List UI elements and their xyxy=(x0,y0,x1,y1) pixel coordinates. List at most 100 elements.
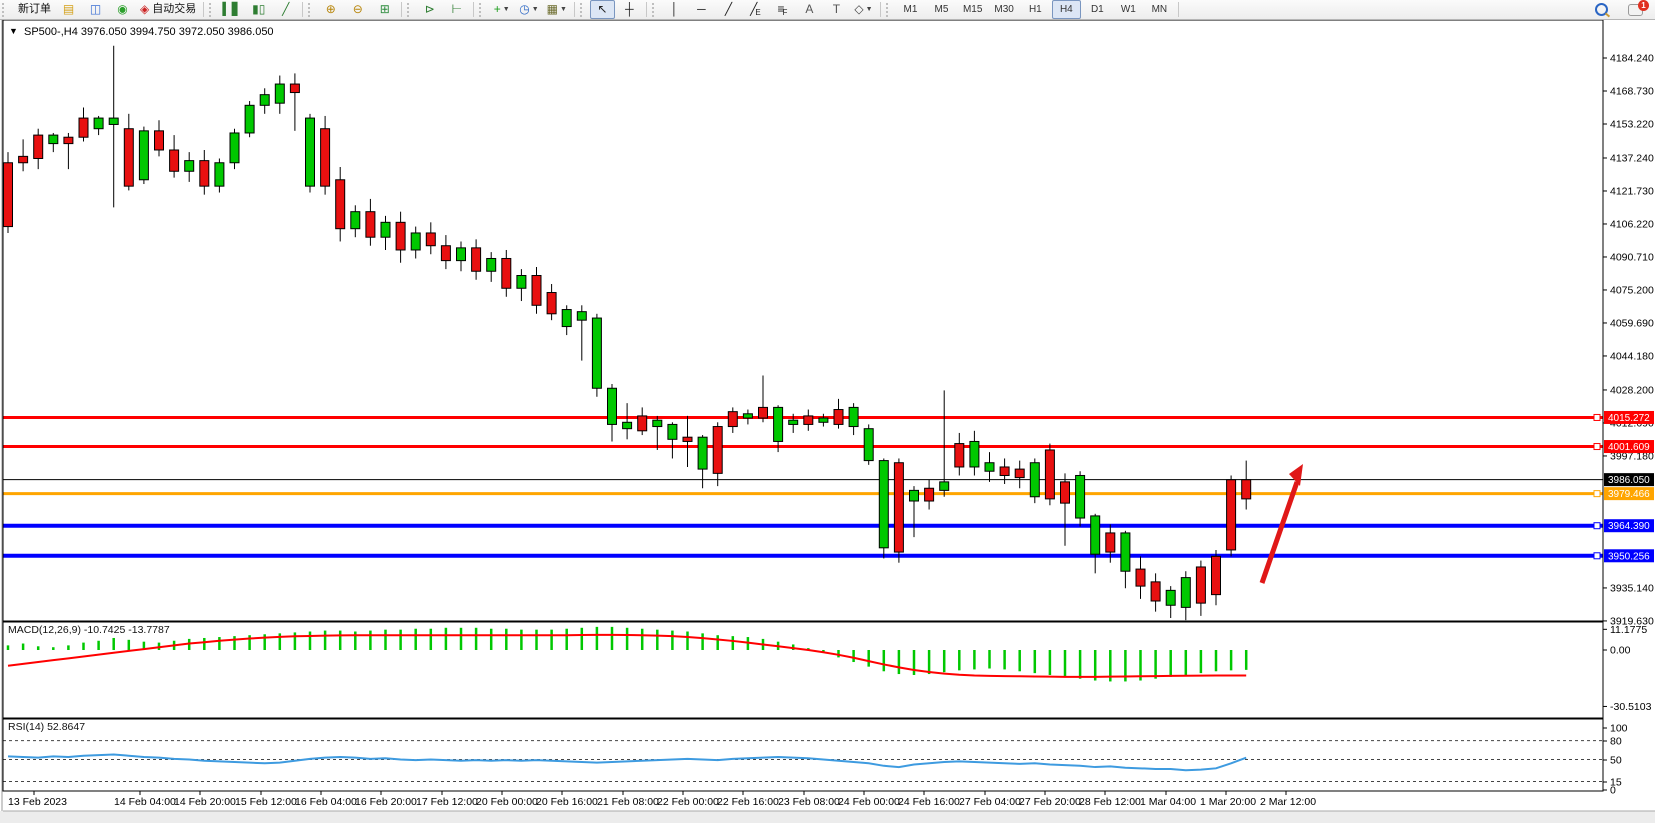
timeframe-D1[interactable]: D1 xyxy=(1090,4,1104,15)
price-tick-label: 4028.200 xyxy=(1610,384,1654,396)
timeframe-W1[interactable]: W1 xyxy=(1120,4,1136,15)
candle xyxy=(742,413,753,419)
time-tick-label: 1 Mar 20:00 xyxy=(1200,796,1256,808)
search-button[interactable] xyxy=(1589,0,1614,19)
candle xyxy=(93,117,104,130)
channel-icon[interactable]: ╱ E xyxy=(743,0,768,19)
hline-handle-support-line-2[interactable] xyxy=(1593,552,1601,560)
candle xyxy=(531,275,542,306)
candle xyxy=(259,94,270,106)
trend-arrow[interactable] xyxy=(1259,464,1303,584)
chat-icon: 1 xyxy=(1628,0,1649,16)
candle xyxy=(833,409,844,425)
templates-icon[interactable]: ▦ ▼ xyxy=(544,0,570,19)
trend-arrow-shaft[interactable] xyxy=(1259,481,1300,584)
candle xyxy=(395,221,406,251)
candle xyxy=(18,155,29,164)
price-label: 4015.272 xyxy=(1608,413,1650,424)
hline-handle-support-line-1[interactable] xyxy=(1593,522,1601,530)
hline-handle-pivot-line[interactable] xyxy=(1593,490,1601,498)
candle xyxy=(1226,479,1237,551)
candle xyxy=(546,292,557,315)
notifications-button[interactable]: 1 xyxy=(1623,0,1649,19)
price-axis[interactable]: 4184.240 4168.730 4153.220 4137.240 4121.730… xyxy=(1602,20,1654,797)
notification-badge: 1 xyxy=(1638,0,1649,11)
candlestick-chart-icon: ▮▯ xyxy=(252,2,266,16)
text-label-icon[interactable]: T xyxy=(824,0,849,19)
price-tick-label: 4075.200 xyxy=(1610,284,1654,296)
text-icon[interactable]: A xyxy=(797,0,822,19)
hline-handle-resistance-line-2[interactable] xyxy=(1593,443,1601,451)
new-order-button[interactable]: 新订单 xyxy=(12,0,54,19)
toolbar-separator xyxy=(401,2,403,17)
candle xyxy=(1241,479,1252,500)
macd-tick-label: 0.00 xyxy=(1610,645,1631,657)
price-tick-label: 4106.220 xyxy=(1610,218,1654,230)
signal-icon[interactable]: ◉ xyxy=(110,0,135,19)
bar-chart-icon[interactable]: ▍▋ xyxy=(219,0,244,19)
chart-shift-icon[interactable]: ⊳ xyxy=(417,0,442,19)
timeframe-H4[interactable]: H4 xyxy=(1051,0,1081,19)
rsi-tick-label: 100 xyxy=(1610,723,1628,735)
fibonacci-icon[interactable]: ≡ F xyxy=(770,0,795,19)
candle xyxy=(637,415,648,432)
tickets-icon[interactable]: ▤ xyxy=(56,0,81,19)
chart-autoscroll-icon[interactable]: ⊢ xyxy=(444,0,469,19)
horizontal-line-icon[interactable]: ─ xyxy=(689,0,714,19)
tile-windows-icon[interactable]: ⊞ xyxy=(372,0,397,19)
candlestick-chart-icon[interactable]: ▮▯ xyxy=(246,0,271,19)
auto-trading-button[interactable]: ◈ 自动交易 xyxy=(137,0,199,19)
periods-clock-icon[interactable]: ◷ ▼ xyxy=(516,0,541,19)
candle xyxy=(788,419,799,425)
trendline-icon[interactable]: ╱ xyxy=(716,0,741,19)
timeframe-M1[interactable]: M1 xyxy=(903,4,918,15)
chart-title: ▼ SP500-,H4 3976.050 3994.750 3972.050 39… xyxy=(9,26,274,38)
timeframe-M15[interactable]: M15 xyxy=(962,4,983,15)
new-chart-icon[interactable]: + ▼ xyxy=(489,0,514,19)
candle xyxy=(229,132,240,164)
time-tick-label: 20 Feb 16:00 xyxy=(536,796,598,808)
candle xyxy=(1105,532,1116,553)
rsi-line xyxy=(7,753,1247,772)
toolbar-separator xyxy=(1177,2,1179,17)
candle xyxy=(169,149,180,172)
candle xyxy=(365,211,376,238)
zoom-out-icon[interactable]: ⊖ xyxy=(345,0,370,19)
timeframe-M30[interactable]: M30 xyxy=(994,4,1014,15)
cursor-icon[interactable]: ↖ xyxy=(589,0,615,19)
price-tick-label: 3997.180 xyxy=(1610,450,1654,462)
macd-signal-line xyxy=(7,633,1247,678)
crosshair-icon[interactable]: ┼ xyxy=(617,0,642,19)
fibonacci-icon: ≡ xyxy=(777,2,785,16)
time-tick-label: 16 Feb 04:00 xyxy=(295,796,357,808)
horizontal-line-icon: ─ xyxy=(697,2,706,16)
candle xyxy=(773,406,784,442)
rsi-tick-label: 15 xyxy=(1610,777,1622,789)
zoom-in-icon[interactable]: ⊕ xyxy=(318,0,343,19)
line-chart-icon[interactable]: ╱ xyxy=(273,0,298,19)
time-tick-label: 13 Feb 2023 xyxy=(8,796,67,808)
new-chart-icon-caret[interactable]: ▼ xyxy=(502,6,510,13)
shapes-icon-caret[interactable]: ▼ xyxy=(865,6,873,13)
shapes-icon[interactable]: ◇ ▼ xyxy=(851,0,876,19)
accounts-icon[interactable]: ◫ xyxy=(83,0,108,19)
channel-icon-sub: E xyxy=(755,8,761,17)
trend-arrow-head[interactable] xyxy=(1289,464,1303,486)
auto-trading-button-label: 自动交易 xyxy=(152,3,197,15)
trendline-icon: ╱ xyxy=(724,2,733,16)
candle xyxy=(471,247,482,272)
price-tick-label: 4044.180 xyxy=(1610,350,1654,362)
templates-icon-caret[interactable]: ▼ xyxy=(560,6,567,13)
chart-collapse-icon[interactable]: ▼ xyxy=(9,26,18,36)
time-tick-label: 27 Feb 04:00 xyxy=(959,796,1021,808)
periods-clock-icon-caret[interactable]: ▼ xyxy=(531,6,539,13)
hline-handle-resistance-line-1[interactable] xyxy=(1593,413,1601,421)
price-tick-label: 3935.140 xyxy=(1610,582,1654,594)
timeframe-M5[interactable]: M5 xyxy=(934,4,949,15)
time-tick-label: 21 Feb 08:00 xyxy=(597,796,659,808)
vertical-line-icon[interactable]: │ xyxy=(662,0,687,19)
timeframe-H1[interactable]: H1 xyxy=(1028,4,1042,15)
timeframe-MN[interactable]: MN xyxy=(1151,4,1168,15)
